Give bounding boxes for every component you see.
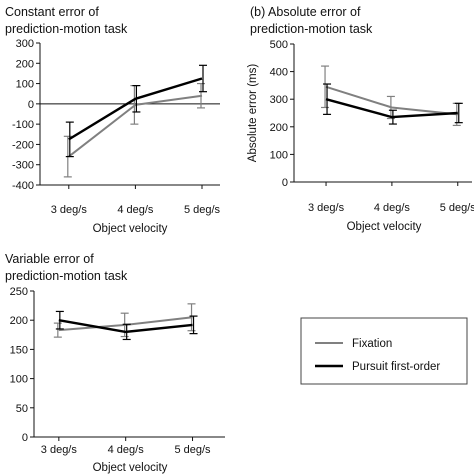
y-tick-label: 250 (10, 286, 28, 298)
x-axis-label: Object velocity (347, 221, 422, 233)
y-tick-label: 100 (10, 374, 28, 386)
y-tick-label: 100 (16, 79, 34, 91)
chart-title-line: prediction-motion task (250, 22, 373, 36)
series-line-pursuit (68, 77, 203, 141)
y-tick-label: 0 (282, 177, 288, 189)
y-tick-label: 200 (270, 122, 288, 134)
chart-title-line: Variable error of (5, 252, 94, 266)
x-axis-label: Object velocity (93, 462, 168, 474)
x-axis-label: Object velocity (93, 223, 168, 235)
y-tick-label: -100 (12, 119, 34, 131)
y-tick-label: -400 (12, 180, 34, 192)
legend-label-fixation: Fixation (352, 338, 392, 350)
chart-title: Variable error of prediction-motion task (5, 252, 128, 283)
chart-title-line: (b) Absolute error of (250, 5, 361, 19)
y-tick-label: 300 (16, 38, 34, 50)
y-axis-label: Absolute error (ms) (247, 64, 259, 163)
x-tick-label: 5 deg/s (440, 202, 474, 214)
chart-constant-error: Constant error of prediction-motion task -… (5, 5, 221, 235)
y-tick-label: 200 (10, 315, 28, 327)
series-line-fixation (68, 94, 203, 158)
chart-title-line: prediction-motion task (5, 269, 128, 283)
y-tick-label: 200 (16, 58, 34, 70)
x-tick-label: 4 deg/s (117, 204, 154, 216)
chart-title: Constant error of prediction-motion task (5, 5, 128, 36)
y-tick-label: 500 (270, 39, 288, 51)
chart-absolute-error: (b) Absolute error of prediction-motion t… (247, 5, 474, 233)
legend-label-pursuit: Pursuit first-order (352, 361, 440, 373)
chart-title-line: prediction-motion task (5, 22, 128, 36)
series-line-pursuit (58, 319, 193, 334)
x-tick-label: 5 deg/s (174, 444, 211, 456)
chart-title: (b) Absolute error of prediction-motion t… (250, 5, 373, 36)
series-line-fixation (325, 85, 458, 116)
x-tick-label: 4 deg/s (374, 202, 411, 214)
y-tick-label: -200 (12, 139, 34, 151)
series-line-fixation (58, 316, 193, 332)
x-tick-label: 3 deg/s (51, 204, 88, 216)
chart-variable-error: Variable error of prediction-motion task 0… (5, 252, 225, 474)
y-tick-label: 150 (10, 344, 28, 356)
y-tick-label: 0 (28, 99, 34, 111)
y-tick-label: 0 (22, 432, 28, 444)
legend-box (300, 317, 468, 385)
legend: Fixation Pursuit first-order (300, 317, 468, 385)
series-line-pursuit (325, 98, 458, 119)
x-tick-label: 5 deg/s (184, 204, 221, 216)
y-tick-label: 50 (16, 403, 28, 415)
chart-title-line: Constant error of (5, 5, 99, 19)
x-tick-label: 3 deg/s (308, 202, 345, 214)
x-tick-label: 4 deg/s (108, 444, 145, 456)
x-tick-label: 3 deg/s (41, 444, 78, 456)
y-tick-label: 300 (270, 94, 288, 106)
y-tick-label: -300 (12, 160, 34, 172)
y-tick-label: 400 (270, 67, 288, 79)
y-tick-label: 100 (270, 149, 288, 161)
